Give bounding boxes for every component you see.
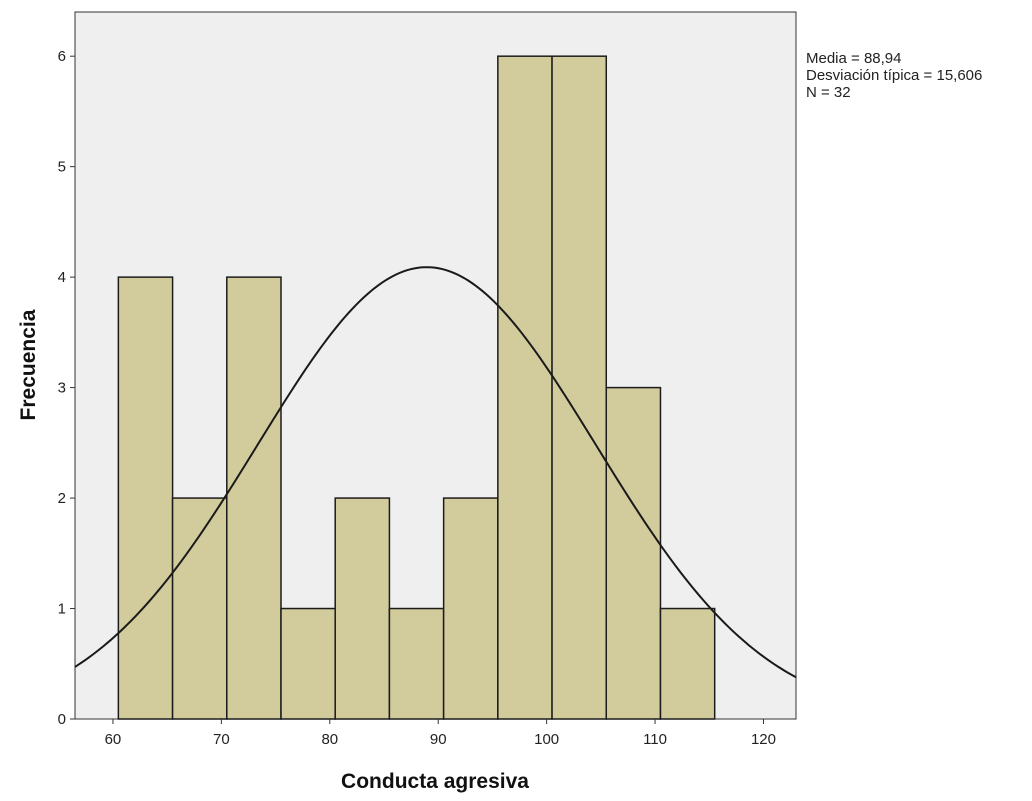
x-tick-label-120: 120 xyxy=(751,731,776,748)
stats-mean: Media = 88,94 xyxy=(806,50,902,67)
histogram-bar-7 xyxy=(497,55,553,720)
x-axis: 60 70 80 90 100 110 120 xyxy=(105,719,776,748)
y-tick-label-6: 6 xyxy=(58,48,66,65)
x-tick-label-100: 100 xyxy=(534,731,559,748)
histogram-bar-9 xyxy=(605,386,662,720)
y-axis-title: Frecuencia xyxy=(17,309,40,420)
histogram-bar-5 xyxy=(388,607,445,720)
x-tick-label-60: 60 xyxy=(105,731,122,748)
x-axis-title: Conducta agresiva xyxy=(341,770,529,793)
x-tick-label-90: 90 xyxy=(430,731,447,748)
y-tick-label-2: 2 xyxy=(58,490,66,507)
y-tick-label-1: 1 xyxy=(58,601,66,618)
y-tick-label-0: 0 xyxy=(58,711,66,728)
stats-box: Media = 88,94 Desviación típica = 15,606… xyxy=(806,50,982,101)
histogram-bar-1 xyxy=(171,497,228,720)
y-tick-label-5: 5 xyxy=(58,159,66,176)
x-tick-label-70: 70 xyxy=(213,731,230,748)
normal-curve-line xyxy=(74,266,797,679)
x-tick-label-110: 110 xyxy=(643,731,667,748)
stats-n: N = 32 xyxy=(806,84,851,101)
bars-group xyxy=(117,55,716,720)
stats-std-dev: Desviación típica = 15,606 xyxy=(806,67,982,84)
y-tick-label-3: 3 xyxy=(58,380,66,397)
histogram-bar-3 xyxy=(280,607,336,720)
histogram-bar-2 xyxy=(226,276,282,720)
histogram-bar-4 xyxy=(334,497,391,720)
y-axis: 0 1 2 3 4 5 6 xyxy=(58,48,75,728)
x-tick-label-80: 80 xyxy=(321,731,338,748)
histogram-bar-0 xyxy=(117,276,174,720)
y-tick-label-4: 4 xyxy=(58,269,66,286)
histogram-bar-10 xyxy=(659,607,716,720)
histogram-bar-6 xyxy=(442,497,499,720)
